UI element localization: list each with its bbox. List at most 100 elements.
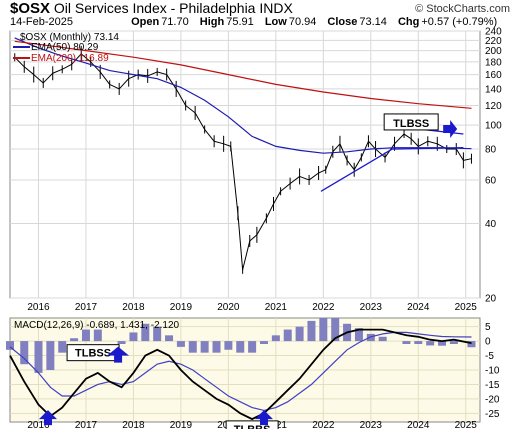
macd-histogram-bar — [117, 341, 126, 344]
macd-y-tick-label: -10 — [485, 366, 500, 377]
price-line-segment — [256, 218, 267, 236]
price-plot-area — [9, 30, 481, 299]
price-line-segment — [273, 191, 282, 205]
price-line-segment — [463, 158, 472, 161]
price-line-segment — [237, 213, 244, 270]
exchange: INDX — [259, 0, 293, 16]
price-line-segment — [353, 157, 362, 170]
price-line-segment — [157, 71, 167, 76]
chg-label: Chg — [397, 16, 420, 28]
price-x-tick-label: 2020 — [217, 302, 240, 313]
price-line-segment — [368, 140, 376, 150]
price-line-segment — [230, 146, 239, 214]
price-line-segment — [332, 143, 341, 153]
macd-x-tick-label: 2018 — [122, 420, 145, 429]
price-line-segment — [138, 74, 148, 77]
macd-y-tick-label: 5 — [485, 322, 491, 333]
macd-histogram-bar — [6, 341, 14, 350]
price-line-segment — [175, 88, 187, 106]
macd-x-tick-label: 2016 — [27, 420, 50, 429]
arrow-down-icon — [443, 119, 458, 138]
price-line-segment — [308, 172, 319, 181]
price-line-segment — [418, 140, 429, 147]
date: 14-Feb-2025 — [10, 16, 73, 28]
price-x-tick-label: 2023 — [360, 302, 383, 313]
price-y-tick-label: 100 — [485, 121, 502, 132]
price-y-tick-label: 160 — [485, 70, 502, 81]
price-x-tick-label: 2024 — [407, 302, 430, 313]
price-line-segment — [455, 148, 464, 161]
macd-y-tick-label: -25 — [485, 409, 500, 420]
chart-title: $OSX Oil Services Index - Philadelphia I… — [10, 0, 293, 17]
price-line-segment — [147, 71, 158, 77]
macd-line — [9, 328, 472, 421]
price-line-segment — [109, 83, 120, 90]
tlbss-label-box — [383, 113, 439, 131]
macd-histogram-bar — [224, 341, 233, 350]
macd-histogram-bar — [307, 320, 316, 342]
ema200-line — [14, 40, 472, 109]
macd-x-tick-label: 2025 — [455, 420, 478, 429]
price-line-segment — [265, 203, 274, 219]
tlbbs-label: TLBBS — [234, 424, 271, 429]
macd-histogram-bar — [70, 338, 79, 342]
open-value: 71.70 — [161, 16, 189, 28]
price-y-tick-label: 40 — [485, 219, 497, 230]
price-line-segment — [249, 234, 258, 242]
macd-histogram-bar — [46, 341, 55, 370]
price-line-segment — [223, 143, 231, 147]
price-y-tick-label: 200 — [485, 46, 502, 57]
price-line-segment — [242, 240, 251, 270]
macd-histogram-bar — [259, 341, 268, 344]
price-y-tick-label: 20 — [485, 294, 497, 305]
price-line-segment — [394, 133, 405, 145]
trendline — [320, 148, 393, 192]
macd-histogram-bar — [153, 326, 162, 342]
macd-panel: 50-5-10-15-20-25201620172018201920202021… — [6, 317, 500, 429]
price-x-tick-label: 2022 — [312, 302, 335, 313]
open-label: Open — [131, 16, 160, 28]
legend-ema200: EMA(200) 116.89 — [31, 53, 109, 64]
tlbss-label: TLBSS — [393, 118, 429, 130]
macd-histogram-bar — [467, 341, 476, 348]
macd-x-tick-label: 2017 — [75, 420, 98, 429]
macd-y-tick-label: -15 — [485, 380, 500, 391]
price-line-segment — [410, 138, 419, 147]
price-x-tick-label: 2021 — [265, 302, 288, 313]
macd-histogram-bar — [449, 341, 458, 344]
price-x-tick-label: 2017 — [75, 302, 98, 313]
macd-histogram-bar — [283, 329, 292, 342]
price-line-segment — [214, 140, 224, 145]
price-x-tick-label: 2025 — [455, 302, 478, 313]
macd-legend: MACD(12,26,9) -0.689, 1.431, -2.120 — [14, 320, 180, 331]
price-y-tick-label: 180 — [485, 57, 502, 68]
macd-histogram-bar — [331, 318, 340, 342]
price-y-tick-label: 60 — [485, 175, 497, 186]
macd-histogram-bar — [378, 336, 387, 342]
legend-price: $OSX (Monthly) 73.14 — [20, 32, 119, 43]
high-label: High — [199, 16, 225, 28]
price-line-segment — [289, 176, 300, 184]
price-line-segment — [375, 148, 386, 158]
price-line-segment — [325, 151, 334, 170]
price-y-tick-label: 220 — [485, 36, 502, 47]
price-line-segment — [204, 129, 215, 142]
price-line-segment — [118, 78, 130, 90]
arrow-up-icon — [107, 346, 130, 363]
macd-signal-line — [9, 331, 472, 412]
close-value: 73.14 — [359, 16, 387, 28]
macd-histogram-bar — [414, 341, 423, 344]
macd-x-tick-label: 2022 — [312, 420, 335, 429]
high-value: 75.91 — [226, 16, 254, 28]
arrow-up-icon — [38, 410, 57, 426]
price-line-segment — [299, 175, 310, 181]
macd-histogram-bar — [20, 341, 29, 365]
index-name: Oil Services Index - Philadelphia — [53, 0, 256, 16]
price-line-segment — [90, 61, 101, 73]
price-line-segment — [194, 112, 206, 130]
low-label: Low — [264, 16, 287, 28]
macd-histogram-bar — [402, 341, 411, 344]
low-value: 70.94 — [288, 16, 317, 28]
